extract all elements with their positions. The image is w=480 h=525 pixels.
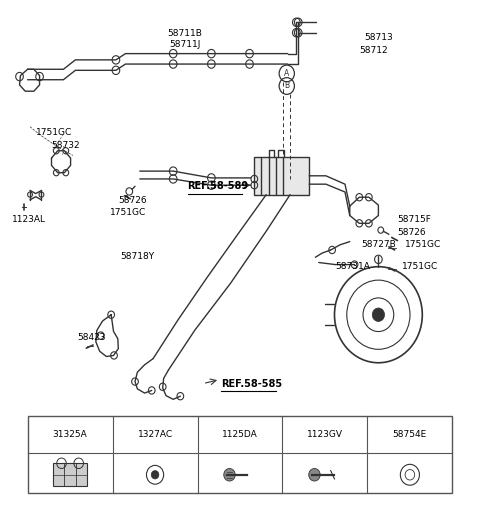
Text: 58718Y: 58718Y — [120, 251, 155, 261]
Text: A: A — [284, 69, 289, 78]
Text: 1751GC: 1751GC — [402, 262, 439, 271]
Text: 1123AL: 1123AL — [12, 215, 46, 224]
Text: 58726: 58726 — [397, 228, 426, 237]
Bar — [28, 416, 452, 493]
Bar — [53, 463, 87, 486]
Text: REF.58-585: REF.58-585 — [221, 379, 282, 388]
Text: 58713: 58713 — [364, 34, 393, 43]
Bar — [254, 157, 309, 195]
Text: 58711B: 58711B — [168, 29, 203, 38]
Text: 58732: 58732 — [51, 141, 80, 150]
Text: 58715F: 58715F — [397, 215, 432, 224]
Text: 1327AC: 1327AC — [137, 430, 173, 439]
Text: REF.58-589: REF.58-589 — [188, 181, 249, 191]
Text: 58731A: 58731A — [336, 262, 370, 271]
Text: 58712: 58712 — [360, 46, 388, 55]
Text: 58423: 58423 — [77, 333, 105, 342]
Circle shape — [151, 470, 159, 479]
Text: 58726: 58726 — [118, 196, 147, 205]
Text: 58754E: 58754E — [393, 430, 427, 439]
Text: 1123GV: 1123GV — [307, 430, 343, 439]
Text: 31325A: 31325A — [53, 430, 87, 439]
Text: B: B — [284, 81, 289, 90]
Text: 58727B: 58727B — [362, 240, 396, 249]
Circle shape — [224, 468, 235, 481]
Text: 1751GC: 1751GC — [110, 208, 146, 217]
Text: 58711J: 58711J — [169, 40, 201, 49]
Text: 1751GC: 1751GC — [36, 129, 72, 138]
Text: 1751GC: 1751GC — [405, 240, 441, 249]
Text: 1125DA: 1125DA — [222, 430, 258, 439]
Circle shape — [372, 308, 384, 321]
Circle shape — [309, 468, 320, 481]
